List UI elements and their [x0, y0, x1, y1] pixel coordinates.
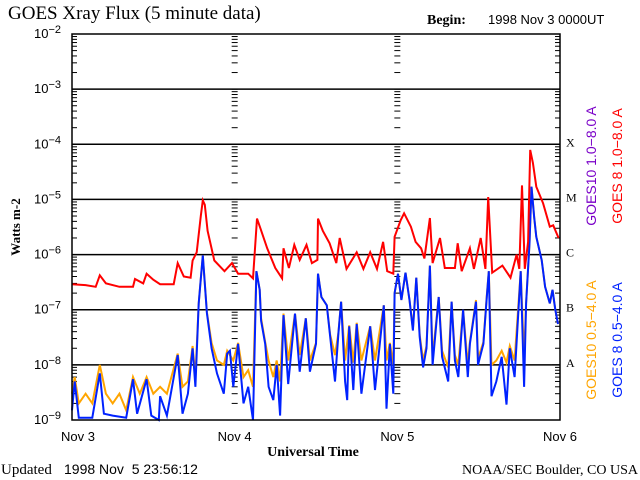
begin-label: Begin:: [427, 13, 466, 28]
legend-entry: GOES 8 1.0−8.0 A: [609, 108, 625, 224]
y-tick-label: 10−3: [34, 79, 61, 96]
y-axis-label: Watts m-2: [8, 198, 23, 255]
x-tick-label: Nov 5: [380, 429, 414, 444]
legend-entry: GOES10 1.0−8.0 A: [583, 106, 599, 226]
flare-class-label: X: [566, 135, 575, 149]
updated-label: Updated: [1, 462, 52, 478]
x-axis-label: Universal Time: [267, 445, 359, 460]
y-tick-label: 10−4: [34, 134, 61, 151]
flare-class-label: B: [566, 301, 574, 315]
legend: GOES10 1.0−8.0 A GOES10 0.5−4.0 A GOES 8 1…: [583, 106, 625, 400]
y-tick-label: 10−6: [34, 245, 61, 262]
x-tick-labels: Nov 3 Nov 4 Nov 5 Nov 6: [61, 429, 577, 444]
x-tick-label: Nov 3: [61, 429, 95, 444]
legend-entry: GOES 8 0.5−4.0 A: [609, 282, 625, 398]
begin-value: 1998 Nov 3 0000UT: [488, 12, 604, 27]
series-line-goes10-0-5-4-0-a: [71, 186, 559, 414]
credit-text: NOAA/SEC Boulder, CO USA: [462, 463, 639, 478]
y-tick-labels: 10−2 10−3 10−4 10−5 10−6 10−7 10−8 10−9: [34, 24, 61, 427]
plot-frame: [71, 33, 561, 421]
flare-class-label: M: [566, 190, 577, 204]
series-line-goes-8-1-0-8-0-a: [71, 149, 560, 288]
flare-class-labels: X M C B A: [566, 135, 577, 370]
y-tick-label: 10−7: [34, 300, 61, 317]
x-tick-label: Nov 6: [543, 429, 577, 444]
flare-class-label: A: [566, 356, 575, 370]
legend-entry: GOES10 0.5−4.0 A: [583, 280, 599, 400]
y-tick-label: 10−9: [34, 410, 61, 427]
data-series: [71, 149, 560, 422]
updated-value: 1998 Nov 5 23:56:12: [64, 461, 198, 477]
chart-title: GOES Xray Flux (5 minute data): [8, 3, 261, 24]
y-tick-label: 10−2: [34, 24, 61, 41]
x-tick-label: Nov 4: [218, 429, 252, 444]
y-tick-label: 10−5: [34, 189, 61, 206]
y-tick-label: 10−8: [34, 355, 61, 372]
series-line-goes-8-0-5-4-0-a: [71, 186, 559, 422]
flare-class-label: C: [566, 246, 574, 260]
